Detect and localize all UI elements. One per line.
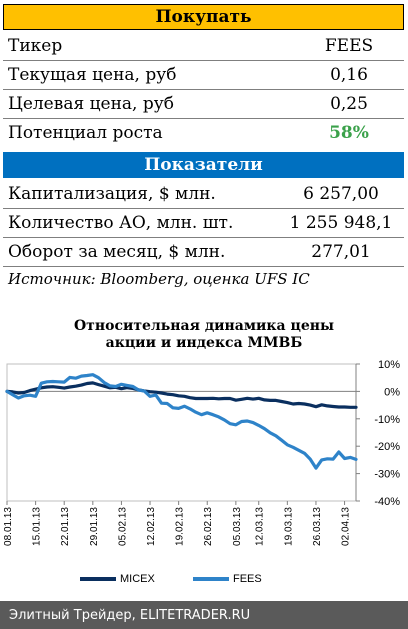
current-price-label: Текущая цена, руб	[8, 64, 177, 85]
x-tick-label: 05.02.13	[117, 507, 128, 546]
x-tick-label: 19.03.13	[283, 507, 294, 546]
x-tick-label: 02.04.13	[341, 507, 352, 546]
divider	[3, 208, 404, 209]
chart-title-line2: акции и индекса ММВБ	[105, 335, 303, 351]
y-tick-label: 10%	[378, 359, 400, 371]
x-tick-label: 29.01.13	[89, 507, 100, 546]
target-price-row: Целевая цена, руб 0,25	[8, 89, 398, 118]
divider	[3, 237, 404, 238]
x-tick-label: 05.03.13	[232, 507, 243, 546]
divider	[3, 118, 404, 119]
divider	[3, 60, 404, 61]
monthly-turnover-row: Оборот за месяц, $ млн. 277,01	[8, 237, 398, 266]
price-dynamics-chart: 10% 0% -10% -20% -30% -40% 08.01.13 15.01.13 22.…	[3, 359, 400, 546]
series-line-fees	[5, 373, 358, 470]
buy-header: Покупать	[3, 4, 404, 30]
current-price-value: 0,16	[330, 64, 368, 85]
legend-item-micex: MICEX	[80, 573, 155, 585]
growth-potential-label: Потенциал роста	[8, 122, 163, 143]
ticker-value: FEES	[324, 35, 374, 56]
x-tick-label: 12.02.13	[146, 507, 157, 546]
legend-label-fees: FEES	[233, 573, 262, 585]
divider	[3, 89, 404, 90]
shares-count-row: Количество АО, млн. шт. 1 255 948,1	[8, 208, 398, 237]
current-price-row: Текущая цена, руб 0,16	[8, 60, 398, 89]
plot-frame	[6, 363, 357, 502]
footer-banner: Элитный Трейдер, ELITETRADER.RU	[0, 601, 408, 629]
divider	[3, 266, 404, 267]
x-tick-label: 22.01.13	[60, 507, 71, 546]
legend-swatch-micex	[80, 577, 116, 581]
x-tick-label: 26.02.13	[203, 507, 214, 546]
legend-label-micex: MICEX	[120, 573, 155, 585]
ticker-label: Тикер	[8, 35, 63, 56]
legend-swatch-fees	[193, 577, 229, 581]
growth-potential-value: 58%	[329, 122, 369, 143]
growth-potential-row: Потенциал роста 58%	[8, 118, 398, 147]
capitalization-value: 6 257,00	[303, 183, 379, 204]
chart-title-line1: Относительная динамика цены	[73, 318, 335, 334]
y-tick-label: 0%	[384, 386, 400, 398]
capitalization-row: Капитализация, $ млн. 6 257,00	[8, 179, 398, 208]
shares-count-label: Количество АО, млн. шт.	[8, 212, 234, 233]
x-tick-label: 08.01.13	[3, 507, 14, 546]
indicators-header: Показатели	[3, 152, 404, 178]
source-note: Источник: Bloomberg, оценка UFS IC	[8, 270, 310, 288]
capitalization-label: Капитализация, $ млн.	[8, 183, 216, 204]
x-tick-label: 26.03.13	[312, 507, 323, 546]
x-tick-label: 12.03.13	[255, 507, 266, 546]
series-line-micex	[5, 381, 358, 409]
target-price-label: Целевая цена, руб	[8, 93, 174, 114]
y-tick-label: -20%	[374, 441, 400, 453]
x-tick-label: 19.02.13	[175, 507, 186, 546]
monthly-turnover-value: 277,01	[311, 241, 371, 262]
y-tick-label: -10%	[374, 414, 400, 426]
ticker-row: Тикер FEES	[8, 31, 398, 60]
target-price-value: 0,25	[330, 93, 368, 114]
monthly-turnover-label: Оборот за месяц, $ млн.	[8, 241, 226, 262]
y-tick-label: -30%	[374, 469, 400, 481]
y-tick-label: -40%	[374, 496, 400, 508]
legend-item-fees: FEES	[193, 573, 262, 585]
shares-count-value: 1 255 948,1	[289, 212, 393, 233]
x-tick-label: 15.01.13	[32, 507, 43, 546]
